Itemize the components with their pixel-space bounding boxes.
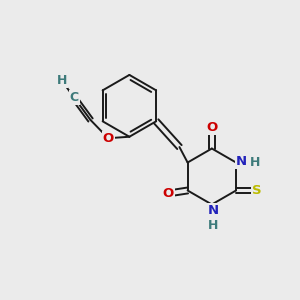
Text: C: C	[70, 92, 79, 104]
Text: N: N	[208, 204, 219, 217]
Text: O: O	[103, 132, 114, 145]
Text: H: H	[57, 74, 67, 87]
Text: S: S	[252, 184, 262, 197]
Text: N: N	[236, 154, 247, 167]
Text: O: O	[206, 122, 218, 134]
Text: O: O	[163, 187, 174, 200]
Text: H: H	[250, 156, 261, 169]
Text: H: H	[208, 219, 218, 232]
